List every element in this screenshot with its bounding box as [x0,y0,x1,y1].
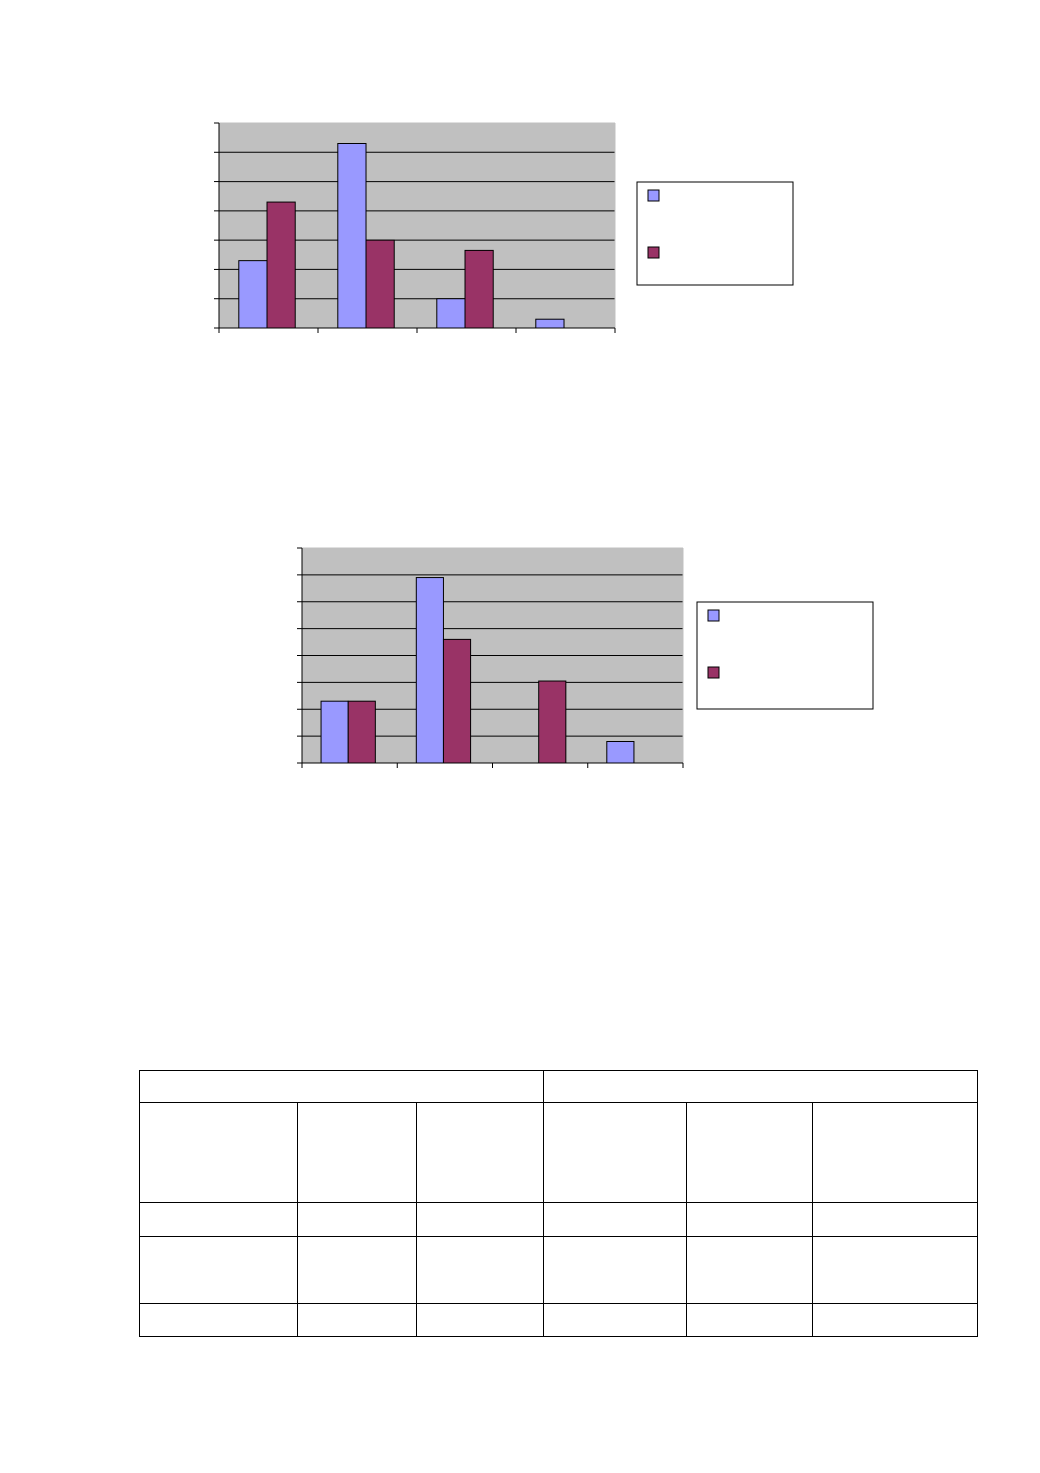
bar-series-1 [415,577,444,764]
legend-key-series-1 [707,609,720,622]
bar-series-1 [606,741,635,764]
table-cell [543,1303,687,1337]
bar-series-2 [347,700,376,764]
table-cell [139,1236,298,1304]
legend-key-series-2 [707,666,720,679]
data-table [139,1070,978,1337]
bar-series-1 [535,318,565,329]
table-cell [686,1202,813,1237]
table-cell [812,1236,978,1304]
legend-key-series-2 [647,246,660,259]
table-cell [297,1236,417,1304]
table-cell [543,1102,687,1203]
table-cell [686,1303,813,1337]
bar-series-1 [337,143,367,329]
bar-series-1 [238,260,268,329]
table-cell [297,1202,417,1237]
table-cell [139,1202,298,1237]
table-cell [812,1202,978,1237]
table-cell [686,1236,813,1304]
table-cell [416,1303,544,1337]
bar-series-1 [436,298,466,329]
table-header-row [139,1070,978,1103]
legend-box [636,181,794,286]
bar-chart-1 [214,122,794,333]
legend-box [696,601,874,710]
bar-chart-2 [297,547,874,768]
table-row [139,1236,978,1304]
table-row [139,1202,978,1237]
table-cell [139,1102,298,1203]
bar-series-2 [538,680,567,764]
table-cell [543,1202,687,1237]
legend-key-series-1 [647,189,660,202]
table-cell [812,1303,978,1337]
table-cell [139,1303,298,1337]
table-cell [543,1236,687,1304]
bar-series-2 [365,239,395,329]
bar-series-2 [266,201,296,329]
table-header-cell [139,1070,544,1103]
table-cell [416,1236,544,1304]
table-cell [686,1102,813,1203]
table-row [139,1303,978,1337]
table-cell [297,1102,417,1203]
bar-series-1 [320,700,349,764]
table-cell [416,1202,544,1237]
table-cell [812,1102,978,1203]
table-cell [416,1102,544,1203]
bar-series-2 [464,249,494,329]
table-row [139,1102,978,1203]
table-cell [297,1303,417,1337]
table-header-cell [543,1070,978,1103]
bar-series-2 [442,638,472,764]
